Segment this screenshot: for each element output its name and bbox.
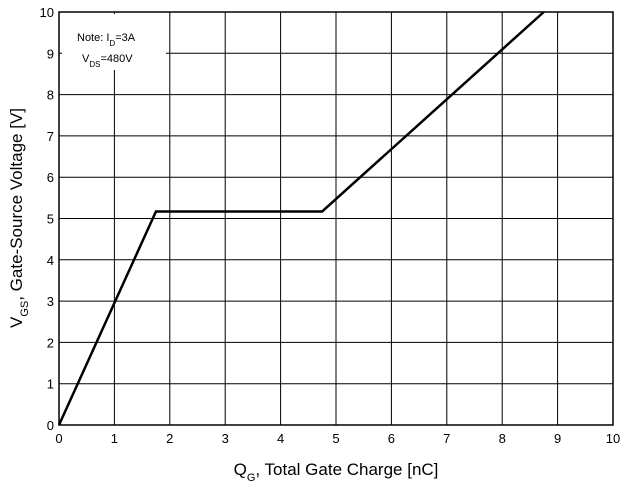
x-tick-label: 8 xyxy=(499,431,506,446)
plot-frame xyxy=(58,11,614,426)
x-tick-label: 2 xyxy=(166,431,173,446)
y-tick-label: 6 xyxy=(47,170,54,185)
y-tick-label: 8 xyxy=(47,88,54,103)
y-tick-labels: 0 1 2 3 4 5 6 7 8 9 10 xyxy=(40,5,54,433)
y-tick-label: 5 xyxy=(47,212,54,227)
grid-lines xyxy=(58,11,614,426)
y-tick-label: 7 xyxy=(47,129,54,144)
y-tick-label: 9 xyxy=(47,46,54,61)
y-tick-label: 1 xyxy=(47,377,54,392)
y-axis-title: VGS, Gate-Source Voltage [V] xyxy=(7,108,31,328)
x-tick-label: 0 xyxy=(55,431,62,446)
y-tick-label: 3 xyxy=(47,294,54,309)
y-tick-label: 4 xyxy=(47,253,54,268)
x-tick-label: 10 xyxy=(606,431,620,446)
y-tick-label: 10 xyxy=(40,5,54,20)
x-tick-label: 9 xyxy=(554,431,561,446)
x-tick-label: 3 xyxy=(222,431,229,446)
x-tick-label: 7 xyxy=(443,431,450,446)
x-tick-labels: 0 1 2 3 4 5 6 7 8 9 10 xyxy=(55,431,620,446)
note-box xyxy=(62,14,166,70)
gate-charge-curve xyxy=(57,11,545,426)
x-tick-label: 5 xyxy=(332,431,339,446)
x-tick-label: 6 xyxy=(388,431,395,446)
series-group xyxy=(57,11,545,426)
x-tick-label: 1 xyxy=(111,431,118,446)
x-tick-label: 4 xyxy=(277,431,284,446)
y-tick-label: 2 xyxy=(47,335,54,350)
y-tick-label: 0 xyxy=(47,418,54,433)
note-current: Note: ID=3A xyxy=(77,32,136,48)
x-axis-title: QG, Total Gate Charge [nC] xyxy=(234,460,439,483)
note-voltage: VDS=480V xyxy=(82,53,133,69)
